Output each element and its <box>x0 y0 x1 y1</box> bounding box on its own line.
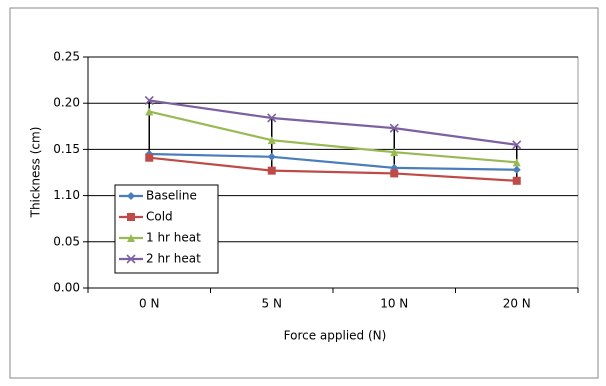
marker <box>127 213 135 221</box>
series-line <box>149 99 517 146</box>
marker <box>144 95 154 105</box>
x-tick-label: 20 N <box>503 297 531 311</box>
marker <box>267 113 277 123</box>
marker <box>512 158 521 167</box>
legend-label: 2 hr heat <box>146 252 201 266</box>
marker <box>126 254 136 264</box>
series-line <box>149 156 517 182</box>
marker <box>390 148 399 157</box>
marker <box>390 169 399 178</box>
marker <box>267 136 276 145</box>
marker <box>512 140 522 150</box>
marker <box>145 107 154 116</box>
x-axis-title: Force applied (N) <box>284 329 387 343</box>
legend-label: Cold <box>146 210 173 224</box>
series-line <box>149 152 517 171</box>
x-tick-label: 0 N <box>139 297 159 311</box>
legend-label: Baseline <box>146 189 197 203</box>
y-tick-label: 0.00 <box>53 281 80 295</box>
marker <box>267 166 276 175</box>
marker <box>512 176 521 185</box>
marker <box>127 234 135 242</box>
x-tick-label: 10 N <box>380 297 408 311</box>
marker <box>389 123 399 133</box>
y-tick-label: 0.05 <box>53 234 80 248</box>
marker <box>127 192 135 200</box>
y-axis-title: Thickness (cm) <box>29 127 43 219</box>
y-tick-label: 0.15 <box>53 142 80 156</box>
marker <box>267 152 276 161</box>
series-line <box>148 110 517 164</box>
x-tick-label: 5 N <box>262 297 282 311</box>
legend-label: 1 hr heat <box>146 231 201 245</box>
y-tick-label: 1.10 <box>53 188 80 202</box>
y-tick-label: 0.25 <box>53 50 80 64</box>
marker <box>145 153 154 162</box>
marker <box>512 165 521 174</box>
y-tick-label: 0.20 <box>53 96 80 110</box>
legend: Baseline Cold 1 hr heat 2 hr heat <box>114 184 219 274</box>
